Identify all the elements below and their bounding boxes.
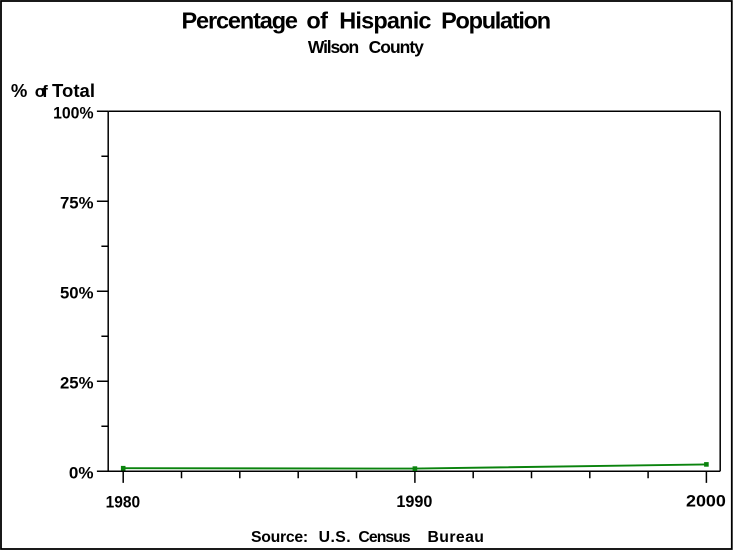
svg-text:Census: Census — [358, 529, 411, 546]
svg-text:1990: 1990 — [396, 492, 432, 511]
svg-text:U.S.: U.S. — [319, 529, 351, 546]
svg-text:1980: 1980 — [106, 492, 141, 511]
svg-text:100%: 100% — [53, 104, 93, 123]
svg-text:Source:: Source: — [251, 529, 308, 546]
svg-text:75%: 75% — [60, 194, 94, 213]
svg-text:Bureau: Bureau — [428, 529, 484, 546]
svg-text:Percentage: Percentage — [182, 7, 299, 33]
svg-text:%: % — [11, 80, 27, 101]
svg-text:Wilson: Wilson — [308, 37, 359, 57]
svg-text:of: of — [306, 7, 328, 33]
svg-text:County: County — [369, 37, 425, 57]
svg-text:Hispanic: Hispanic — [339, 7, 431, 33]
svg-text:of: of — [35, 82, 48, 101]
svg-text:Population: Population — [441, 7, 551, 33]
svg-text:25%: 25% — [60, 374, 94, 393]
svg-text:0%: 0% — [69, 464, 94, 483]
svg-text:Total: Total — [52, 80, 95, 101]
svg-text:50%: 50% — [60, 284, 94, 303]
svg-text:2000: 2000 — [686, 492, 726, 511]
